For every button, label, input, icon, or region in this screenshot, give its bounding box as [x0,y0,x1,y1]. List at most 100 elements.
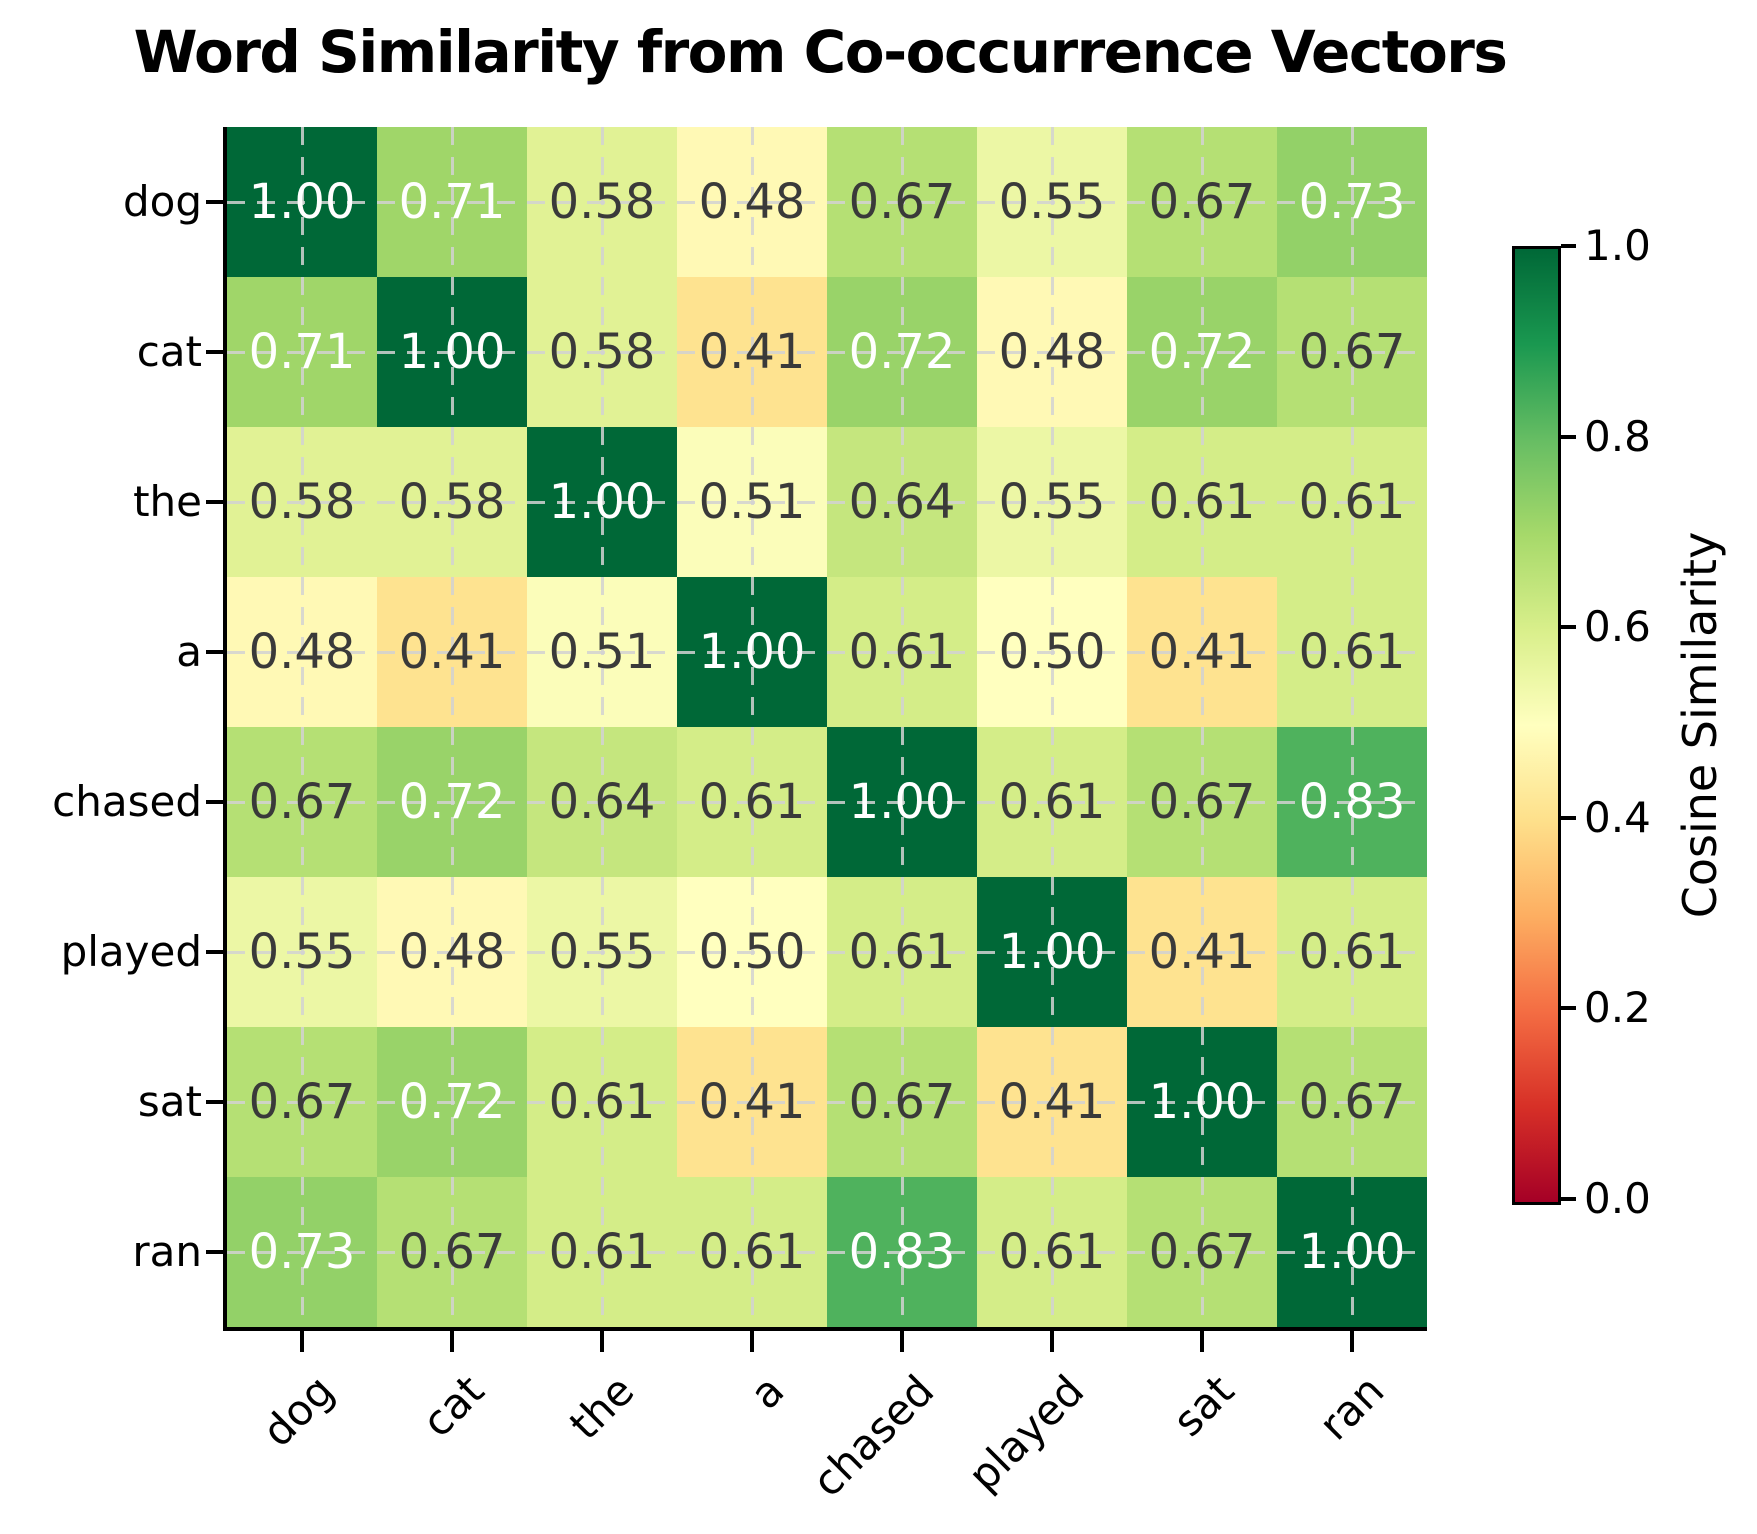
cell-value: 0.51 [548,624,656,680]
heatmap-cell: 1.00 [977,877,1127,1027]
cell-value: 0.72 [398,774,506,830]
heatmap-cell: 0.64 [827,427,977,577]
cell-value: 1.00 [398,324,506,380]
heatmap-cell: 0.55 [977,127,1127,277]
heatmap-plot: 1.00 0.71 0.58 0.48 0.67 0.55 0.67 0.73 0.71 1.00… [227,127,1427,1327]
heatmap-cell: 0.58 [527,127,677,277]
heatmap-cell: 0.55 [227,877,377,1027]
cell-value: 0.67 [848,174,956,230]
cell-value: 0.61 [1298,474,1406,530]
cell-value: 0.61 [698,1224,806,1280]
y-tick-label: dog [122,177,202,226]
heatmap-cell: 0.41 [1127,877,1277,1027]
cell-value: 0.64 [848,474,956,530]
y-tick-mark [206,200,225,204]
x-tick-mark [300,1331,304,1352]
cell-value: 0.72 [1148,324,1256,380]
heatmap-cell: 0.55 [977,427,1127,577]
y-tick-mark [206,650,225,654]
y-tick-mark [206,800,225,804]
heatmap-cell: 0.71 [377,127,527,277]
y-axis-spine [223,127,227,1331]
cell-value: 0.73 [1298,174,1406,230]
cell-value: 1.00 [1298,1224,1406,1280]
cell-value: 0.55 [548,924,656,980]
colorbar-tick-label: 0.0 [1584,1174,1651,1223]
y-tick-label: played [60,927,202,976]
colorbar-tick-label: 0.4 [1584,792,1651,842]
cell-value: 0.72 [848,324,956,380]
cell-value: 0.55 [248,924,356,980]
heatmap-cell: 0.73 [1277,127,1427,277]
cell-value: 0.61 [1298,624,1406,680]
heatmap-cell: 1.00 [527,427,677,577]
y-tick-mark [206,500,225,504]
heatmap-cell: 0.67 [1127,1177,1277,1327]
cell-value: 0.48 [698,174,806,230]
y-tick-mark [206,950,225,954]
heatmap-cell: 1.00 [677,577,827,727]
heatmap-cell: 0.83 [827,1177,977,1327]
colorbar-tick-mark [1561,625,1576,630]
cell-value: 0.61 [1298,924,1406,980]
cell-value: 0.41 [698,324,806,380]
heatmap-cell: 0.61 [527,1027,677,1177]
cell-value: 0.61 [548,1224,656,1280]
x-tick-mark [900,1331,904,1352]
cell-value: 1.00 [1148,1074,1256,1130]
cell-value: 0.61 [998,1224,1106,1280]
cell-value: 0.41 [398,624,506,680]
heatmap-cell: 0.67 [1277,1027,1427,1177]
x-tick-label: dog [252,1365,344,1457]
colorbar-tick-mark [1561,244,1576,248]
cell-value: 0.48 [248,624,356,680]
colorbar-tick-mark [1561,1197,1576,1201]
cell-value: 0.41 [698,1074,806,1130]
cell-value: 0.72 [398,1074,506,1130]
cell-value: 1.00 [548,474,656,530]
cell-value: 0.41 [1148,924,1256,980]
heatmap-cell: 0.67 [1277,277,1427,427]
heatmap-cell: 0.58 [527,277,677,427]
heatmap-cell: 0.48 [377,877,527,1027]
heatmap-cell: 1.00 [377,277,527,427]
colorbar-tick-label: 0.6 [1584,602,1651,652]
cell-value: 0.50 [998,624,1106,680]
heatmap-cell: 1.00 [1127,1027,1277,1177]
heatmap-cell: 0.83 [1277,727,1427,877]
cell-value: 0.48 [398,924,506,980]
colorbar [1512,246,1561,1205]
heatmap-cell: 0.41 [677,1027,827,1177]
colorbar-tick-mark [1561,434,1576,439]
x-tick-mark [450,1331,454,1352]
cell-value: 0.55 [998,174,1106,230]
cell-value: 0.71 [248,324,356,380]
cell-value: 0.67 [1148,174,1256,230]
cell-value: 0.51 [698,474,806,530]
heatmap-cell: 0.67 [227,727,377,877]
cell-value: 0.58 [548,174,656,230]
heatmap-cell: 0.50 [677,877,827,1027]
cell-value: 0.61 [848,624,956,680]
heatmap-cell: 0.61 [1277,427,1427,577]
heatmap-cell: 0.72 [377,727,527,877]
cell-value: 0.58 [398,474,506,530]
heatmap-cell: 1.00 [1277,1177,1427,1327]
cell-value: 0.61 [698,774,806,830]
heatmap-cell: 0.61 [827,877,977,1027]
cell-value: 0.67 [248,1074,356,1130]
y-tick-label: a [176,627,202,676]
cell-value: 0.55 [998,474,1106,530]
heatmap-cell: 0.41 [1127,577,1277,727]
heatmap-cell: 0.55 [527,877,677,1027]
heatmap-cell: 0.61 [527,1177,677,1327]
x-tick-mark [1200,1331,1204,1352]
heatmap-cell: 0.58 [227,427,377,577]
y-tick-label: cat [136,327,202,376]
y-tick-label: the [133,477,202,526]
heatmap-cell: 0.67 [1127,127,1277,277]
heatmap-cell: 0.67 [227,1027,377,1177]
y-tick-mark [206,1250,225,1254]
colorbar-tick-label: 1.0 [1584,221,1651,270]
